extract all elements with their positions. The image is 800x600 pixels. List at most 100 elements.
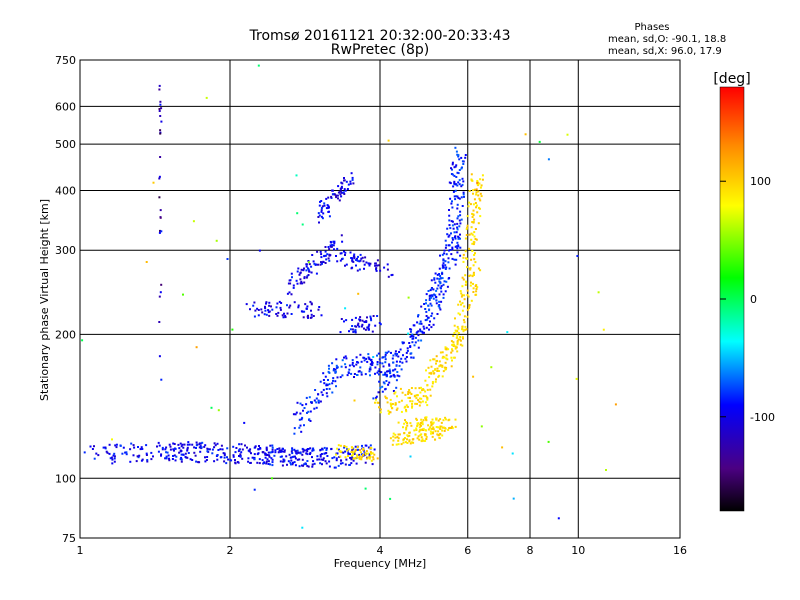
data-point <box>468 304 471 306</box>
data-point <box>443 366 446 369</box>
data-point <box>307 268 310 271</box>
data-point <box>456 343 459 346</box>
data-point <box>288 306 291 309</box>
data-point <box>476 286 479 289</box>
data-point <box>323 446 326 449</box>
data-point <box>424 433 427 436</box>
data-point <box>322 372 325 375</box>
data-point <box>346 449 349 452</box>
data-point <box>293 448 296 451</box>
data-point <box>369 359 372 362</box>
data-point <box>395 443 398 446</box>
data-point <box>290 450 293 453</box>
data-point <box>325 447 328 450</box>
data-point <box>361 256 364 259</box>
data-point <box>296 270 299 273</box>
data-point <box>457 215 460 218</box>
data-point <box>223 452 226 455</box>
data-point <box>320 262 323 265</box>
data-point <box>471 275 474 278</box>
data-point <box>319 250 322 253</box>
data-point <box>352 255 355 258</box>
data-point <box>263 461 266 464</box>
data-point <box>336 376 339 379</box>
data-point <box>318 306 321 308</box>
data-point <box>431 382 434 385</box>
data-point <box>423 327 426 330</box>
data-point <box>430 279 433 282</box>
data-point <box>322 388 325 391</box>
data-point <box>307 314 309 317</box>
data-point <box>345 357 348 360</box>
data-point <box>442 370 445 373</box>
data-point <box>449 197 452 200</box>
data-point <box>340 185 343 188</box>
data-point <box>411 402 413 405</box>
data-point <box>111 458 114 461</box>
data-point <box>387 139 390 142</box>
data-point <box>359 449 361 451</box>
data-point <box>424 390 427 393</box>
data-point <box>450 351 453 354</box>
data-point <box>441 253 444 256</box>
data-point <box>316 250 319 253</box>
data-point <box>459 338 461 341</box>
data-point <box>389 497 392 500</box>
data-point <box>421 331 424 334</box>
data-point <box>472 214 475 216</box>
data-point <box>305 396 308 399</box>
data-point <box>354 325 357 328</box>
data-point <box>206 450 209 453</box>
data-point <box>403 422 406 425</box>
data-point <box>464 325 467 328</box>
data-point <box>466 257 468 260</box>
data-point <box>308 418 311 421</box>
data-point <box>305 263 308 266</box>
data-point <box>332 379 334 382</box>
data-point <box>394 436 397 439</box>
data-point <box>445 253 448 256</box>
data-point <box>356 446 359 448</box>
data-point <box>326 395 329 398</box>
data-point <box>326 455 329 457</box>
data-point <box>463 195 465 198</box>
data-point <box>195 346 198 349</box>
data-point <box>402 426 404 429</box>
data-point <box>376 315 379 317</box>
data-point <box>309 300 312 303</box>
data-point <box>305 403 308 406</box>
data-point <box>316 458 319 461</box>
data-point <box>472 221 475 224</box>
data-point <box>234 459 236 461</box>
data-point <box>165 455 168 458</box>
data-point <box>481 174 484 177</box>
data-point <box>113 455 116 458</box>
data-point <box>433 293 436 296</box>
data-point <box>357 322 360 325</box>
data-point <box>343 179 346 182</box>
data-point <box>461 276 464 279</box>
data-point <box>369 366 372 369</box>
data-point <box>475 193 478 196</box>
data-point <box>369 374 371 377</box>
data-point <box>409 400 412 403</box>
data-point <box>512 497 515 500</box>
data-point <box>109 457 112 460</box>
data-point <box>406 347 409 350</box>
data-point <box>385 374 388 377</box>
data-point <box>364 487 367 490</box>
data-point <box>455 176 458 178</box>
data-point <box>479 192 482 195</box>
data-point <box>160 120 163 123</box>
data-point <box>444 347 447 350</box>
data-point <box>286 292 289 295</box>
data-point <box>353 457 356 460</box>
data-point <box>360 373 363 376</box>
data-point <box>319 453 322 456</box>
data-point <box>392 390 395 392</box>
data-point <box>150 451 153 454</box>
data-point <box>387 383 390 386</box>
data-point <box>376 259 379 262</box>
data-point <box>379 408 382 411</box>
data-point <box>451 206 454 209</box>
